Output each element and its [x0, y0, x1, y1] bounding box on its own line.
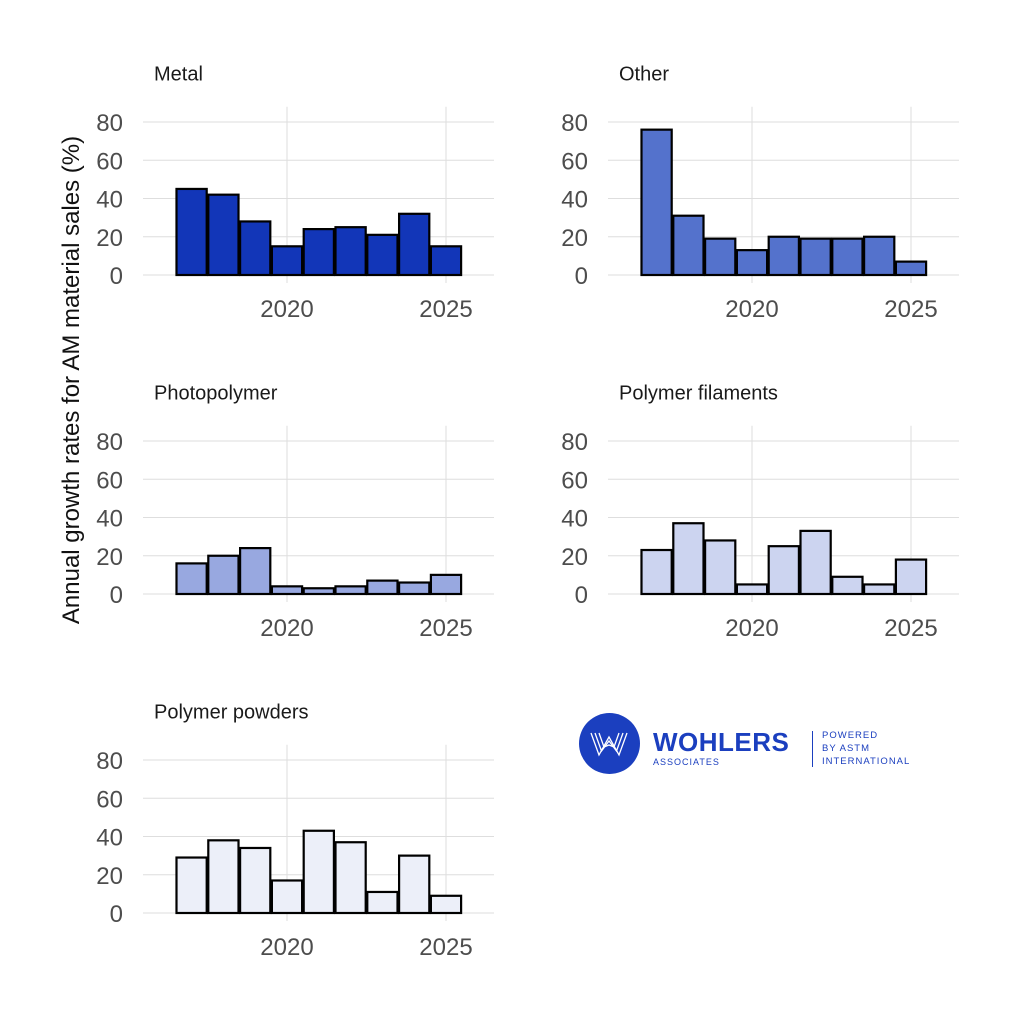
wohlers-logo: WOHLERS ASSOCIATES POWERED BY ASTM INTER… — [579, 713, 919, 775]
bar — [302, 587, 336, 596]
y-tick-label: 60 — [561, 467, 588, 494]
bar — [366, 579, 399, 596]
y-tick-label: 40 — [561, 506, 588, 533]
bar — [703, 539, 737, 596]
x-tick-label: 2025 — [419, 296, 472, 323]
bar — [207, 193, 240, 277]
x-tick-label: 2020 — [725, 615, 778, 642]
bar — [429, 573, 463, 596]
bar — [672, 214, 705, 277]
bar — [862, 583, 896, 596]
y-tick-label: 60 — [561, 148, 588, 175]
panel-title: Polymer powders — [154, 702, 309, 724]
y-tick-label: 20 — [561, 225, 588, 252]
bar — [366, 233, 399, 277]
bar — [640, 548, 673, 596]
bar — [397, 854, 431, 915]
y-tick-label: 40 — [96, 187, 123, 214]
bar — [703, 237, 737, 277]
bar — [334, 585, 367, 596]
x-tick-label: 2020 — [260, 934, 313, 961]
y-tick-label: 80 — [561, 429, 588, 456]
y-tick-label: 0 — [575, 263, 588, 290]
y-tick-label: 40 — [96, 825, 123, 852]
panel-title: Metal — [154, 64, 203, 86]
panel-title: Photopolymer — [154, 383, 278, 405]
y-tick-label: 80 — [96, 429, 123, 456]
bar — [175, 562, 208, 596]
bar — [334, 226, 367, 277]
y-tick-label: 0 — [110, 901, 123, 928]
bar — [334, 841, 367, 915]
bar — [735, 583, 769, 596]
bar — [175, 856, 208, 915]
x-tick-label: 2025 — [884, 615, 937, 642]
bar — [397, 212, 431, 277]
y-tick-label: 0 — [575, 582, 588, 609]
y-tick-label: 20 — [561, 544, 588, 571]
bar — [302, 228, 336, 277]
y-tick-label: 60 — [96, 148, 123, 175]
y-tick-label: 60 — [96, 786, 123, 813]
y-tick-label: 80 — [96, 748, 123, 775]
y-tick-label: 80 — [96, 110, 123, 137]
logo-powered-by: POWERED BY ASTM INTERNATIONAL — [822, 730, 911, 767]
bar — [672, 522, 705, 596]
bar — [397, 581, 431, 596]
bar — [735, 249, 769, 277]
panel-title: Other — [619, 64, 669, 86]
bar — [302, 829, 336, 915]
bar — [270, 245, 304, 277]
x-tick-label: 2020 — [725, 296, 778, 323]
bar — [799, 529, 832, 596]
bar — [862, 235, 896, 277]
y-tick-label: 60 — [96, 467, 123, 494]
bar — [270, 585, 304, 596]
bar — [429, 245, 463, 277]
bar — [831, 575, 864, 596]
y-tick-label: 80 — [561, 110, 588, 137]
bar — [207, 839, 240, 915]
x-tick-label: 2020 — [260, 296, 313, 323]
bar — [238, 220, 272, 277]
logo-wordmark: WOHLERS — [653, 727, 790, 757]
bar — [831, 237, 864, 277]
x-tick-label: 2025 — [419, 934, 472, 961]
bar — [767, 235, 801, 277]
x-tick-label: 2025 — [884, 296, 937, 323]
bar — [270, 879, 304, 915]
bar — [429, 894, 463, 915]
x-tick-label: 2020 — [260, 615, 313, 642]
y-tick-label: 20 — [96, 863, 123, 890]
y-tick-label: 20 — [96, 225, 123, 252]
y-tick-label: 40 — [561, 187, 588, 214]
y-tick-label: 40 — [96, 506, 123, 533]
bar — [894, 260, 928, 277]
x-tick-label: 2025 — [419, 615, 472, 642]
y-axis-label: Annual growth rates for AM material sale… — [58, 135, 85, 625]
bar — [238, 846, 272, 915]
bar — [366, 890, 399, 915]
panel-title: Polymer filaments — [619, 383, 778, 405]
y-tick-label: 20 — [96, 544, 123, 571]
bar — [767, 545, 801, 596]
bar — [799, 237, 832, 277]
bar — [175, 187, 208, 277]
bar — [207, 554, 240, 596]
y-tick-label: 0 — [110, 582, 123, 609]
bar — [238, 546, 272, 596]
logo-divider — [812, 731, 813, 767]
bar — [894, 558, 928, 596]
wohlers-w-icon — [579, 713, 640, 774]
y-tick-label: 0 — [110, 263, 123, 290]
bar — [640, 128, 673, 277]
logo-subtitle: ASSOCIATES — [653, 757, 720, 767]
